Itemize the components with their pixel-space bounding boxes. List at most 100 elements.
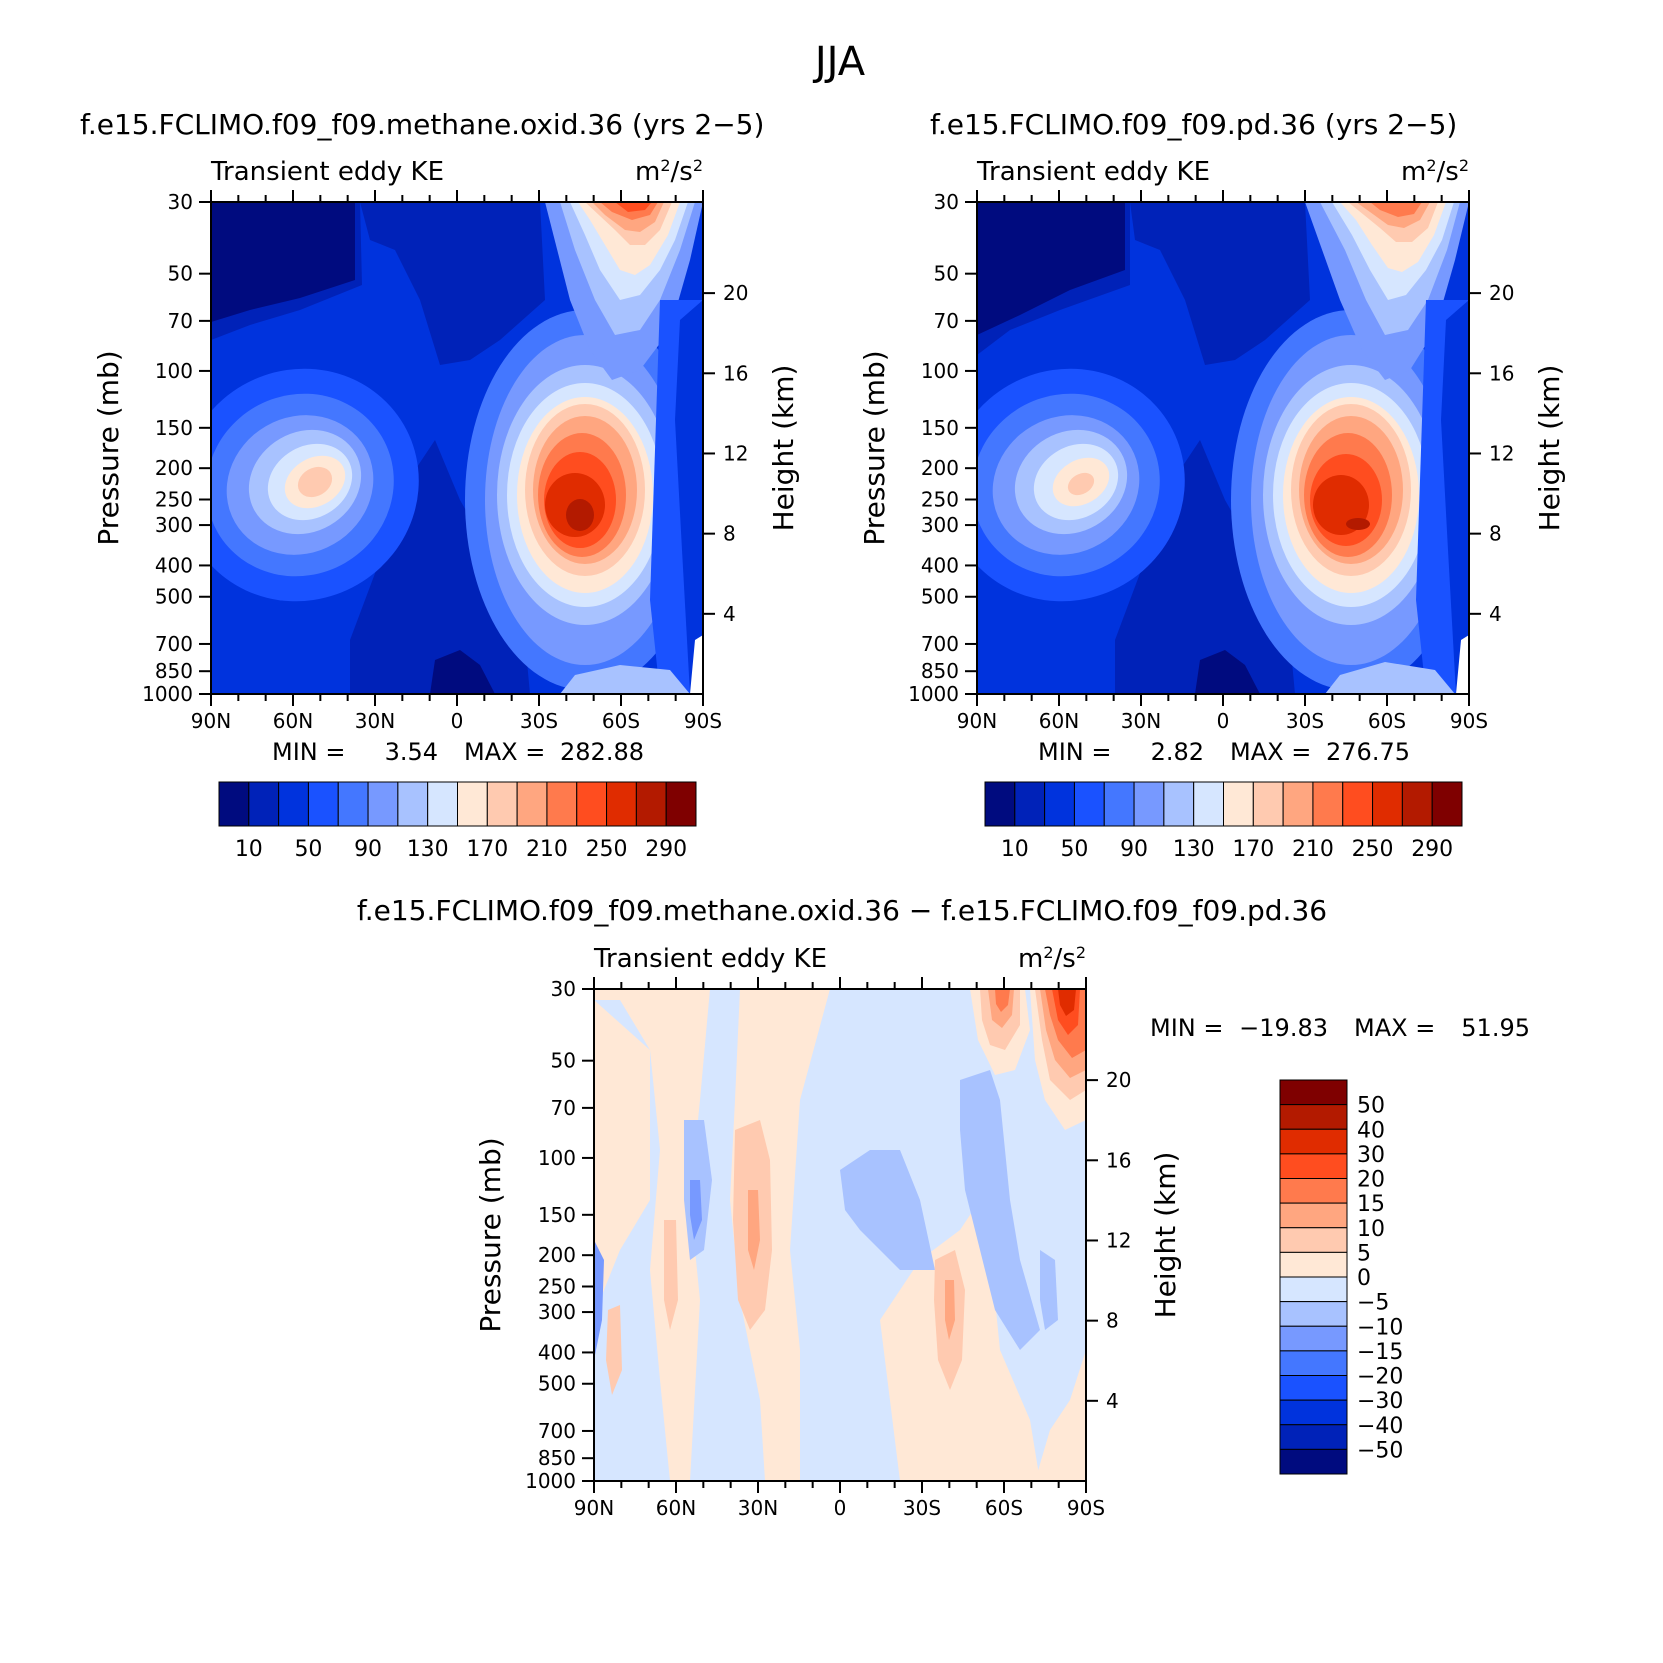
- panel-a-height-tick-label: 8: [723, 522, 736, 546]
- panel-b-colorbar-box: [1103, 781, 1135, 827]
- panel-a-colorbar-box: [307, 781, 339, 827]
- panel-c-contour-pos-west-edge: [594, 1000, 650, 1300]
- panel-b-colorbar-box: [1342, 781, 1374, 827]
- panel-c-pressure-tick-label: 30: [551, 977, 576, 1001]
- panel-c-pressure-tick-label: 300: [538, 1300, 576, 1324]
- panel-a-colorbar-box: [576, 781, 608, 827]
- panel-b: f.e15.FCLIMO.f09_f09.pd.36 (yrs 2−5) Tra…: [858, 108, 1566, 862]
- panel-b-lat-tick-label: 30N: [1121, 709, 1161, 733]
- panel-b-height-tick-label: 16: [1489, 361, 1514, 385]
- panel-a-contour-right-2: [675, 300, 703, 694]
- panel-a-colorbar-box: [397, 781, 429, 827]
- panel-b-lat-tick-label: 30S: [1286, 709, 1324, 733]
- panel-a-title: f.e15.FCLIMO.f09_f09.methane.oxid.36 (yr…: [80, 108, 764, 141]
- figure-title: JJA: [812, 39, 866, 85]
- panel-a-colorbar: 10 50 90 130 170 210 250 290: [218, 781, 697, 862]
- panel-b-colorbar-box: [1252, 781, 1284, 827]
- panel-c-pressure-tick-label: 70: [551, 1096, 576, 1120]
- panel-c-pressure-tick-label: 200: [538, 1243, 576, 1267]
- panel-c-lat-tick-label: 60S: [985, 1496, 1023, 1520]
- panel-c-colorbar-box: [1279, 1202, 1348, 1229]
- panel-a-pressure-tick-label: 500: [155, 585, 193, 609]
- panel-c-pressure-tick-label: 700: [538, 1419, 576, 1443]
- panel-a-pressure-tick-label: 850: [155, 659, 193, 683]
- panel-b-pressure-tick-label: 100: [921, 359, 959, 383]
- panel-a-pressure-tick-label: 250: [155, 487, 193, 511]
- panel-b-colorbar-label: 10: [1001, 837, 1029, 862]
- panel-a-units: m2/s2: [635, 156, 703, 187]
- panel-c-contour-strat-85s-6: [1058, 989, 1076, 1016]
- panel-a-colorbar-label: 210: [526, 837, 568, 862]
- panel-a-colorbar-box: [218, 781, 250, 827]
- panel-b-colorbar-box: [1163, 781, 1195, 827]
- panel-b-contour-lowest-tropics: [1195, 650, 1260, 694]
- panel-a-contour-low-tropics-upper: [360, 202, 545, 365]
- panel-a-colorbar-label: 290: [645, 837, 687, 862]
- panel-a-colorbar-label: 10: [235, 837, 263, 862]
- panel-b-colorbar-box: [984, 781, 1016, 827]
- panel-b-colorbar-label: 130: [1173, 837, 1215, 862]
- panel-a-colorbar-box: [367, 781, 399, 827]
- panel-c-colorbar-label: 10: [1357, 1217, 1385, 1242]
- panel-a-colorbar-box: [457, 781, 488, 827]
- panel-b-colorbar-box: [1372, 781, 1403, 827]
- panel-c-plot: [594, 989, 1086, 1481]
- panel-b-height-tick-label: 20: [1489, 281, 1514, 305]
- panel-a-contour-sh-11: [566, 499, 594, 531]
- panel-a-right-axis-label: Height (km): [767, 365, 800, 532]
- panel-a-colorbar-box: [337, 781, 369, 827]
- panel-a-contour-nh-7: [297, 466, 333, 498]
- panel-b-lat-tick-label: 60N: [1039, 709, 1079, 733]
- panel-c-colorbar-box: [1279, 1424, 1348, 1450]
- panel-c-max-label: MAX =: [1354, 1014, 1435, 1042]
- panel-c-lat-tick-label: 90S: [1067, 1496, 1105, 1520]
- panel-b-pressure-tick-label: 400: [921, 553, 959, 577]
- panel-b-lat-tick-label: 0: [1217, 709, 1230, 733]
- panel-c: f.e15.FCLIMO.f09_f09.methane.oxid.36 − f…: [357, 894, 1530, 1520]
- panel-c-colorbar-label: −5: [1357, 1291, 1389, 1316]
- panel-b-right-axis-label: Height (km): [1533, 365, 1566, 532]
- panel-b-colorbar-box: [1282, 781, 1314, 827]
- panel-c-lat-tick-label: 30N: [738, 1496, 778, 1520]
- panel-b-contour-right-2: [1441, 300, 1469, 694]
- panel-a-lat-tick-label: 30N: [355, 709, 395, 733]
- panel-c-contour-pos-south: [1035, 1350, 1086, 1481]
- panel-a-colorbar-label: 170: [466, 837, 508, 862]
- panel-b-height-tick-label: 4: [1489, 602, 1502, 626]
- panel-a-contour-lowest-nh-strat: [211, 202, 355, 322]
- panel-b-contour-low-tropics: [1115, 440, 1295, 694]
- panel-a-colorbar-label: 90: [354, 837, 382, 862]
- panel-b-pressure-tick-label: 300: [921, 513, 959, 537]
- panel-c-contour-neg-nh-core: [690, 1180, 702, 1240]
- panel-c-contour-pos-40s-core: [945, 1280, 955, 1340]
- panel-b-lat-tick-label: 90S: [1450, 709, 1488, 733]
- panel-a-height-tick-label: 16: [723, 361, 748, 385]
- panel-b-variable: Transient eddy KE: [976, 157, 1210, 187]
- panel-b-contour-surface-mask: [1406, 635, 1469, 694]
- panel-a-pressure-tick-label: 100: [155, 359, 193, 383]
- panel-a-colorbar-box: [546, 781, 578, 827]
- panel-c-colorbar-box: [1279, 1104, 1348, 1130]
- panel-c-title: f.e15.FCLIMO.f09_f09.methane.oxid.36 − f…: [357, 894, 1327, 927]
- panel-a-contour-low-tropics: [350, 440, 530, 694]
- panel-a-colorbar-box: [606, 781, 637, 827]
- panel-a-max-value: 282.88: [560, 738, 644, 766]
- panel-c-colorbar-box: [1279, 1301, 1348, 1327]
- panel-b-colorbar-box: [1401, 781, 1433, 827]
- panel-b-colorbar-label: 250: [1352, 837, 1394, 862]
- panel-a-contour-lowest-tropics: [430, 650, 495, 694]
- panel-c-contour-neg-edge: [594, 1240, 604, 1360]
- panel-b-lat-tick-label: 90N: [957, 709, 997, 733]
- panel-b-colorbar-box: [1133, 781, 1165, 827]
- panel-b-plot: [977, 202, 1469, 694]
- panel-c-pressure-tick-label: 100: [538, 1146, 576, 1170]
- panel-c-colorbar-label: 50: [1357, 1094, 1385, 1119]
- panel-c-colorbar-box: [1279, 1448, 1348, 1475]
- panel-c-colorbar-label: 15: [1357, 1192, 1385, 1217]
- panel-c-colorbar-label: −40: [1357, 1414, 1403, 1439]
- panel-a-pressure-tick-label: 700: [155, 632, 193, 656]
- panel-a-contour-surface-mask: [640, 635, 703, 694]
- panel-c-colorbar-label: 30: [1357, 1143, 1385, 1168]
- panel-b-max-value: 276.75: [1326, 738, 1410, 766]
